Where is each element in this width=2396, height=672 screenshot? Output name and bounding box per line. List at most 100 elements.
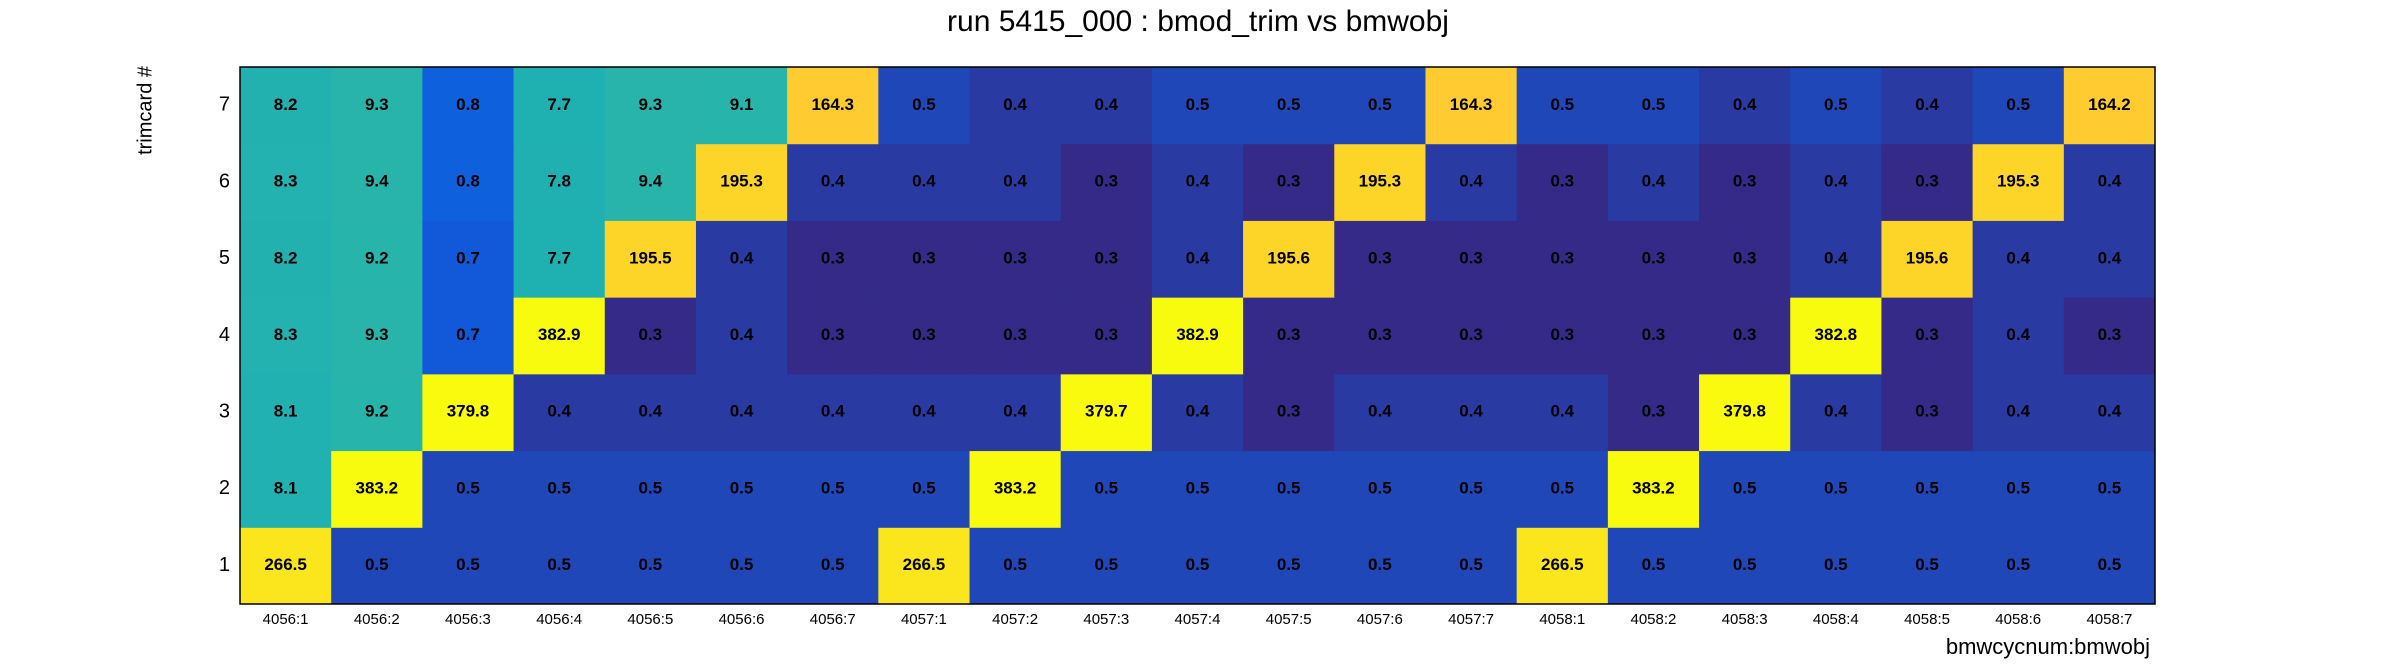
heatmap-cell xyxy=(878,527,971,605)
cell-label: 0.4 xyxy=(1368,402,1392,421)
heatmap-cell xyxy=(604,527,697,605)
heatmap-cell xyxy=(787,527,879,605)
cell-label: 8.2 xyxy=(274,248,298,267)
cell-label: 0.3 xyxy=(1642,402,1666,421)
x-tick-label: 4058:1 xyxy=(1539,611,1585,628)
cell-label: 0.7 xyxy=(456,325,480,344)
heatmap-cell xyxy=(513,450,606,528)
cell-label: 0.3 xyxy=(1368,248,1392,267)
cell-label: 0.4 xyxy=(821,172,845,191)
cell-label: 0.3 xyxy=(1550,172,1574,191)
cell-label: 0.4 xyxy=(1186,248,1210,267)
heatmap-cell xyxy=(695,220,788,298)
cell-label: 8.3 xyxy=(274,172,298,191)
heatmap-cell xyxy=(422,373,515,452)
plot-frame xyxy=(239,66,2156,605)
cell-label: 0.5 xyxy=(912,478,936,497)
cell-label: 0.3 xyxy=(1550,325,1574,344)
heatmap-cell xyxy=(422,143,515,221)
heatmap-cell xyxy=(513,67,606,145)
heatmap-cell xyxy=(604,373,697,452)
heatmap-cell xyxy=(1972,220,2065,298)
cell-label: 0.3 xyxy=(912,325,936,344)
cell-label: 0.4 xyxy=(1550,402,1574,421)
cell-label: 195.3 xyxy=(1359,172,1402,191)
x-tick-label: 4058:2 xyxy=(1631,611,1677,628)
heatmap-cell xyxy=(1334,297,1426,375)
heatmap-cell xyxy=(1060,373,1153,452)
cell-label: 383.2 xyxy=(1632,478,1675,497)
x-tick-label: 4056:4 xyxy=(536,611,582,628)
cell-label: 382.9 xyxy=(1176,325,1219,344)
heatmap-cell xyxy=(513,220,606,298)
cell-label: 195.3 xyxy=(720,172,763,191)
cell-label: 0.4 xyxy=(1094,95,1118,114)
heatmap-cell xyxy=(1425,450,1518,528)
cell-label: 0.4 xyxy=(2006,248,2030,267)
cell-label: 7.7 xyxy=(547,248,571,267)
heatmap-cell xyxy=(878,450,971,528)
cell-label: 0.5 xyxy=(2098,478,2122,497)
cell-label: 0.5 xyxy=(547,555,571,574)
cell-label: 0.5 xyxy=(821,555,845,574)
heatmap-cell xyxy=(1790,143,1882,221)
cell-label: 0.4 xyxy=(1003,172,1027,191)
x-tick-label: 4058:3 xyxy=(1722,611,1768,628)
cell-label: 0.4 xyxy=(1824,172,1848,191)
heatmap-cell xyxy=(1151,373,1244,452)
cell-label: 0.3 xyxy=(1277,172,1301,191)
heatmap-cell xyxy=(240,450,332,528)
heatmap-cell xyxy=(695,297,788,375)
y-tick-label: 6 xyxy=(219,170,230,192)
heatmap-cell xyxy=(1972,373,2065,452)
cell-label: 9.1 xyxy=(730,95,754,114)
heatmap-cell xyxy=(240,527,332,605)
cell-label: 0.3 xyxy=(1003,325,1027,344)
heatmap-cell xyxy=(1060,450,1153,528)
cell-label: 0.5 xyxy=(1824,555,1848,574)
cell-label: 9.3 xyxy=(365,95,389,114)
cell-label: 164.3 xyxy=(1450,95,1493,114)
heatmap-cell xyxy=(422,527,515,605)
cell-label: 0.5 xyxy=(1186,95,1210,114)
heatmap-cell xyxy=(1151,297,1244,375)
chart-title: run 5415_000 : bmod_trim vs bmwobj xyxy=(947,5,1449,38)
cell-label: 0.3 xyxy=(1733,325,1757,344)
heatmap-cell xyxy=(1881,67,1974,145)
cell-label: 0.5 xyxy=(456,555,480,574)
cell-label: 379.7 xyxy=(1085,402,1128,421)
heatmap-cell xyxy=(1243,220,1335,298)
heatmap-cell xyxy=(1699,297,1791,375)
cell-label: 0.3 xyxy=(912,248,936,267)
cell-label: 8.2 xyxy=(274,95,298,114)
heatmap-cell xyxy=(1516,450,1609,528)
cell-label: 0.4 xyxy=(1733,95,1757,114)
y-tick-label: 5 xyxy=(219,247,230,269)
cell-label: 0.3 xyxy=(1642,325,1666,344)
cell-label: 0.7 xyxy=(456,248,480,267)
heatmap-cell xyxy=(1425,373,1518,452)
heatmap-cell xyxy=(969,220,1062,298)
cell-label: 0.5 xyxy=(1550,478,1574,497)
heatmap-cell xyxy=(1972,527,2065,605)
cell-label: 0.5 xyxy=(1915,555,1939,574)
cell-label: 383.2 xyxy=(356,478,399,497)
cell-label: 0.4 xyxy=(912,402,936,421)
heatmap-cell xyxy=(1699,143,1791,221)
cell-label: 0.4 xyxy=(2098,402,2122,421)
heatmap-cell xyxy=(1151,527,1244,605)
heatmap-cell xyxy=(1607,143,1700,221)
heatmap-cell xyxy=(969,297,1062,375)
heatmap-cell xyxy=(787,143,879,221)
heatmap-cell xyxy=(1607,220,1700,298)
heatmap-cell xyxy=(695,143,788,221)
heatmap-cell xyxy=(604,297,697,375)
cell-label: 0.3 xyxy=(1094,248,1118,267)
heatmap-cell xyxy=(240,373,332,452)
x-tick-label: 4058:4 xyxy=(1813,611,1859,628)
heatmap-cell xyxy=(1516,143,1609,221)
heatmap-cell xyxy=(422,220,515,298)
heatmap-cell xyxy=(1243,143,1335,221)
cell-label: 0.5 xyxy=(1277,95,1301,114)
heatmap-cell xyxy=(1334,373,1426,452)
